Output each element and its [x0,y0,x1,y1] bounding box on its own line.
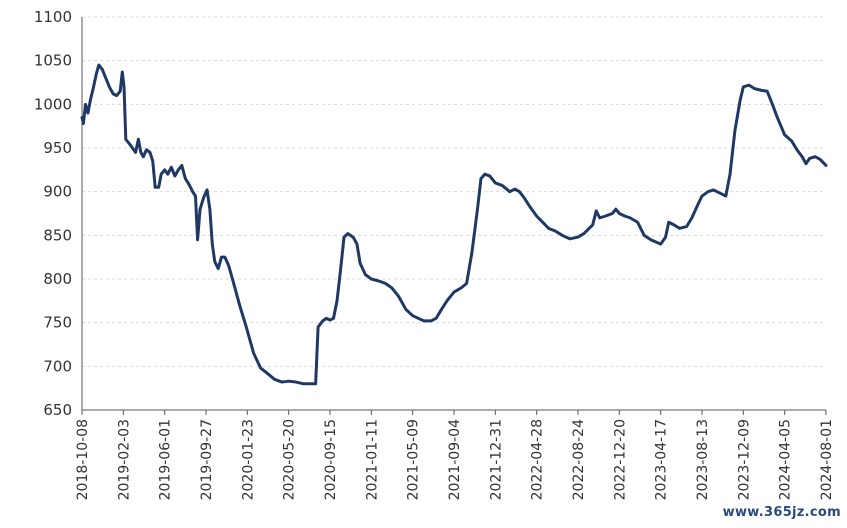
x-tick-label: 2021-05-09 [406,419,422,500]
x-tick-label: 2019-09-27 [199,419,215,500]
x-tick-label: 2022-12-20 [612,419,628,500]
x-tick-label: 2021-01-11 [364,419,380,500]
x-tick-label: 2021-12-31 [488,419,504,500]
y-tick-label: 950 [43,139,72,157]
y-tick-label: 700 [43,357,72,375]
y-tick-label: 650 [43,401,72,419]
series-layer [80,63,828,386]
y-axis-tick-labels: 650 700 750 800 850 900 950 1000 1050 1100 [34,8,72,419]
gridlines [82,16,826,367]
watermark-text: www.365jz.com [722,505,841,520]
y-tick-label: 900 [43,183,72,201]
y-tick-label: 800 [43,270,72,288]
x-tick-label: 2019-02-03 [116,419,132,500]
x-tick-label: 2022-08-24 [571,419,587,500]
x-tick-label: 2021-09-04 [447,419,463,500]
y-tick-label: 750 [43,314,72,332]
x-tick-label: 2018-10-08 [75,419,91,500]
x-tick-label: 2023-08-13 [695,419,711,500]
axes [81,17,827,415]
y-tick-label: 850 [43,226,72,244]
x-tick-label: 2022-04-28 [530,419,546,500]
x-tick-label: 2023-12-09 [736,419,752,500]
x-tick-label: 2019-06-01 [158,419,174,500]
series-line-0 [80,63,828,386]
y-tick-label: 1050 [34,52,72,70]
x-axis-tick-labels: 2018-10-08 2019-02-03 2019-06-01 2019-09-27… [75,419,835,500]
x-tick-label: 2023-04-17 [654,419,670,500]
y-tick-label: 1000 [34,95,72,113]
x-tick-label: 2024-08-01 [819,419,835,500]
x-tick-label: 2020-01-23 [240,419,256,500]
x-tick-label: 2020-09-15 [323,419,339,500]
x-tick-label: 2020-05-20 [282,419,298,500]
x-tick-label: 2024-04-05 [778,419,794,500]
y-tick-label: 1100 [34,8,72,26]
